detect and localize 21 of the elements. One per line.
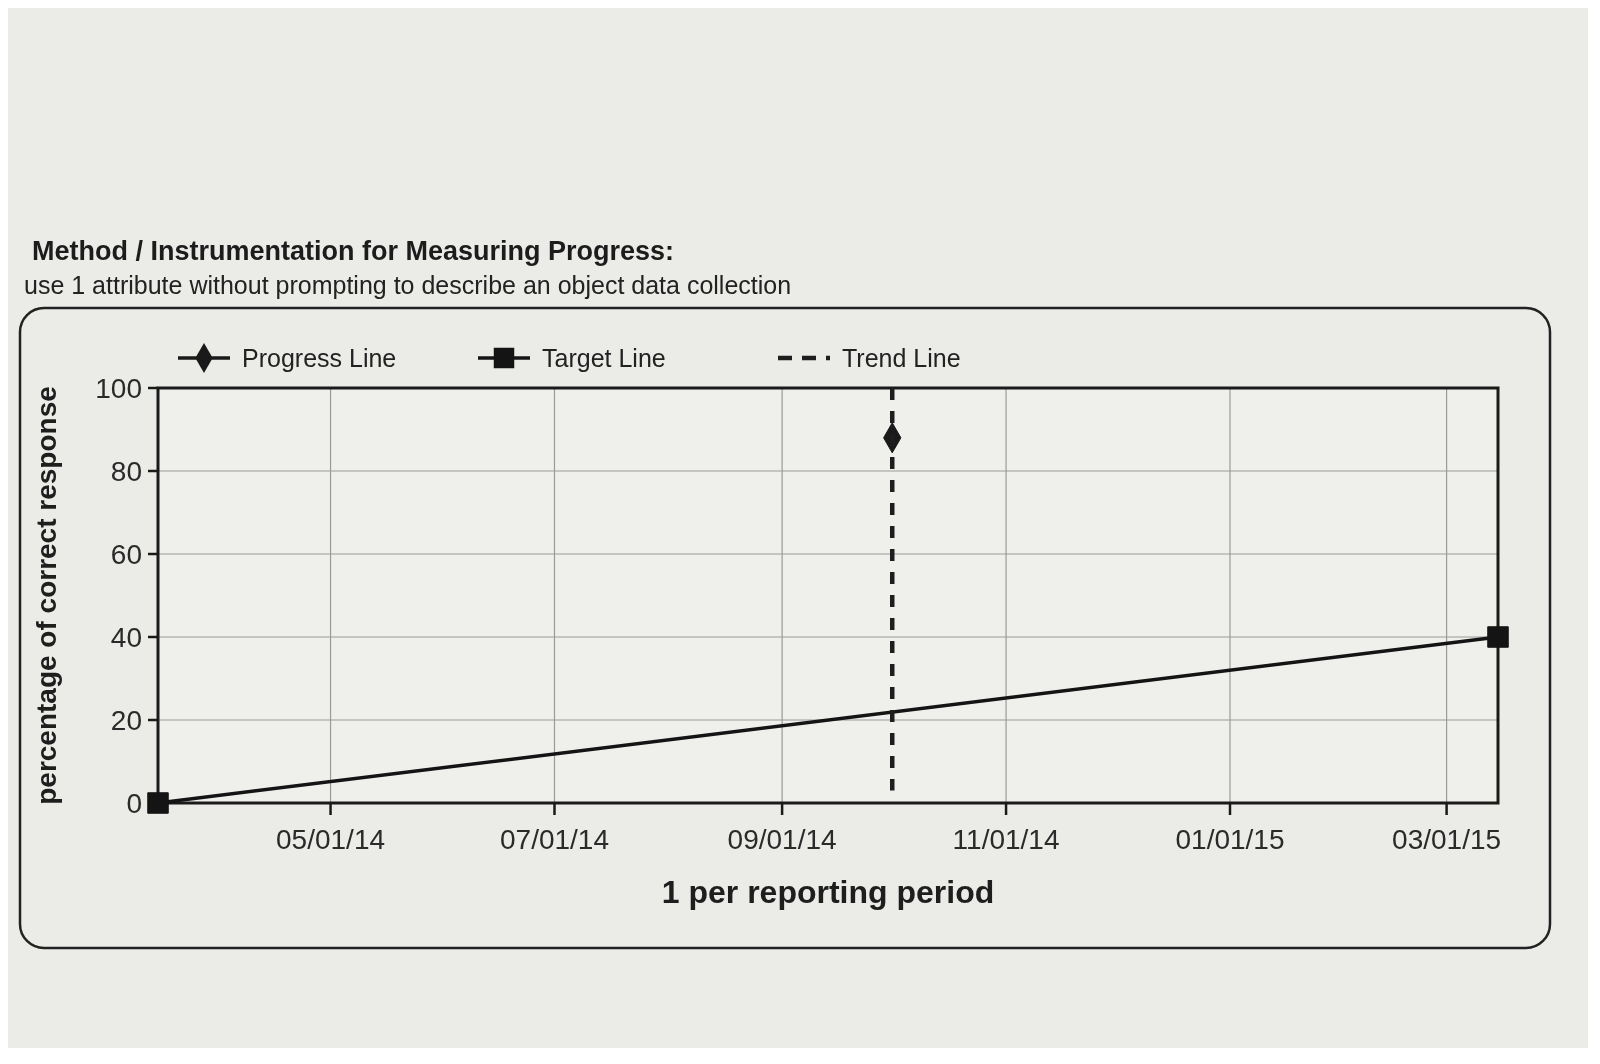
point [147, 792, 169, 814]
legend-label: Target Line [542, 343, 666, 372]
y-tick-label: 40 [110, 621, 142, 653]
x-tick-label: 07/01/14 [499, 824, 609, 855]
x-tick-label: 03/01/15 [1392, 824, 1502, 855]
y-tick-label: 0 [126, 787, 142, 819]
x-tick-label: 01/01/15 [1175, 824, 1285, 855]
x-tick-label: 05/01/14 [276, 824, 386, 855]
legend-label: Progress Line [242, 343, 397, 372]
y-tick-label: 60 [110, 538, 142, 570]
y-axis-title: percentage of correct response [31, 386, 62, 805]
y-tick-label: 20 [110, 704, 142, 736]
chart-subtitle: use 1 attribute without prompting to describe an object data collection [24, 271, 792, 299]
x-tick-label: 09/01/14 [727, 824, 837, 855]
y-tick-label: 80 [110, 455, 142, 487]
legend-label: Trend Line [842, 343, 961, 372]
y-tick-label: 100 [95, 372, 142, 404]
chart-title: Method / Instrumentation for Measuring Progress: [32, 236, 675, 266]
x-tick-label: 11/01/14 [952, 824, 1060, 855]
x-axis-title: 1 per reporting period [661, 874, 995, 910]
point [1487, 626, 1509, 648]
